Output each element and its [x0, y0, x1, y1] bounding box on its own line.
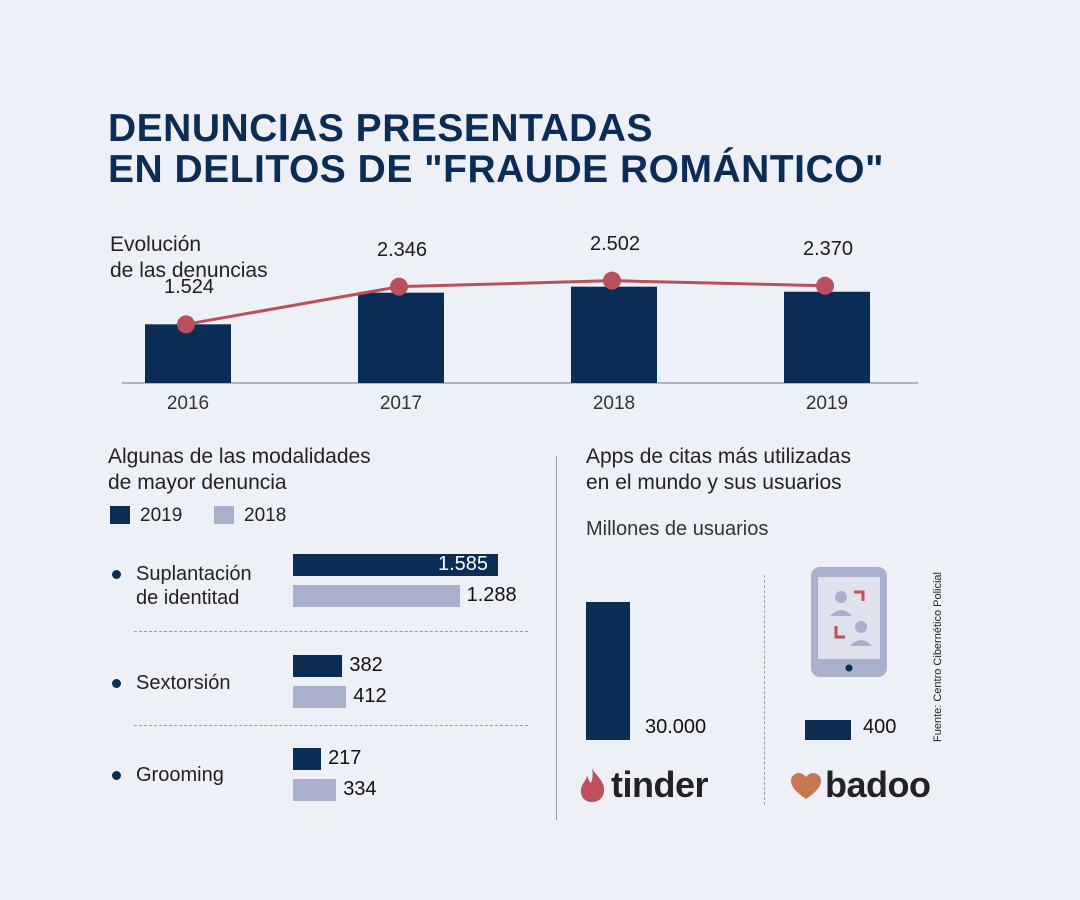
- evolution-label-line-1: Evolución: [110, 233, 202, 256]
- modalities-label-line-1: Algunas de las modalidades: [108, 445, 371, 468]
- evolution-bar-2017: [358, 292, 444, 383]
- bar-badoo: [805, 720, 851, 740]
- bullet-icon: [112, 679, 121, 688]
- modalities-label: Algunas de las modalidades de mayor denu…: [108, 444, 371, 496]
- apps-label-line-2: en el mundo y sus usuarios: [586, 471, 842, 494]
- source-note: Fuente: Centro Cibernético Policial: [932, 572, 944, 742]
- tinder-flame-icon: [580, 768, 605, 802]
- apps-label: Apps de citas más utilizadas en el mundo…: [586, 444, 851, 496]
- x-tick-2017: 2017: [379, 393, 423, 414]
- legend-swatch-2018: [214, 506, 234, 524]
- tablet-icon: [811, 567, 887, 677]
- bar-2019-suplantacion: [293, 554, 498, 576]
- badoo-heart-icon: [791, 773, 821, 799]
- value-2019-sextorsion: 382: [349, 654, 383, 676]
- value-2019-suplantacion: 1.585: [438, 553, 489, 575]
- bar-2018-suplantacion: [293, 585, 460, 607]
- bar-2019-sextorsion: [293, 655, 343, 677]
- legend-swatch-2019: [110, 506, 130, 524]
- evolution-label-line-2: de las denuncias: [110, 259, 268, 282]
- section-divider: [556, 456, 557, 820]
- evolution-point-2016: [177, 315, 195, 334]
- value-2018-grooming: 334: [343, 778, 377, 800]
- evolution-value-2019: 2.370: [803, 237, 854, 260]
- evolution-point-2019: [816, 276, 834, 295]
- modality-label-sextorsion: Sextorsión: [136, 671, 231, 695]
- apps-divider: [764, 575, 765, 805]
- separator: [134, 725, 528, 726]
- badoo-logo-text: badoo: [825, 764, 931, 805]
- evolution-chart: [122, 271, 918, 384]
- evolution-label: Evolución de las denuncias: [110, 232, 268, 284]
- evolution-value-2018: 2.502: [590, 232, 641, 255]
- bar-2018-sextorsion: [293, 686, 347, 708]
- modality-label-line-1: Suplantación: [136, 563, 252, 585]
- modality-label-line-2: de identitad: [136, 587, 240, 609]
- bullet-icon: [112, 570, 121, 579]
- value-2018-suplantacion: 1.288: [466, 584, 517, 606]
- legend-label-2019: 2019: [140, 505, 183, 526]
- value-badoo: 400: [863, 716, 897, 738]
- evolution-point-2017: [390, 277, 408, 296]
- evolution-bar-2019: [784, 291, 870, 383]
- bullet-icon: [112, 771, 121, 780]
- bar-2018-grooming: [293, 779, 337, 801]
- x-tick-2016: 2016: [166, 393, 210, 414]
- apps-unit-label: Millones de usuarios: [586, 518, 769, 540]
- evolution-point-2018: [603, 271, 621, 290]
- bar-tinder: [586, 602, 630, 740]
- evolution-bar-2018: [571, 286, 657, 383]
- evolution-bar-2016: [145, 324, 231, 383]
- evolution-value-2016: 1.524: [164, 276, 215, 299]
- title-line-1: DENUNCIAS PRESENTADAS: [108, 107, 653, 150]
- modality-label-grooming: Grooming: [136, 763, 224, 787]
- bar-2019-grooming: [293, 748, 322, 770]
- apps-label-line-1: Apps de citas más utilizadas: [586, 445, 851, 468]
- tinder-logo-text: tinder: [611, 764, 709, 805]
- x-tick-2019: 2019: [805, 393, 849, 414]
- modality-label-suplantacion: Suplantación de identitad: [136, 562, 252, 610]
- modality-label-line-1: Sextorsión: [136, 672, 231, 694]
- x-tick-2018: 2018: [592, 393, 636, 414]
- value-2019-grooming: 217: [328, 747, 362, 769]
- value-2018-sextorsion: 412: [353, 685, 387, 707]
- modalities-label-line-2: de mayor denuncia: [108, 471, 287, 494]
- separator: [134, 631, 528, 632]
- title-line-2: EN DELITOS DE "FRAUDE ROMÁNTICO": [108, 148, 884, 191]
- modality-label-line-1: Grooming: [136, 764, 224, 786]
- value-tinder: 30.000: [645, 716, 707, 738]
- evolution-line: [185, 279, 826, 326]
- legend-label-2018: 2018: [244, 505, 287, 526]
- page-title: DENUNCIAS PRESENTADAS EN DELITOS DE "FRA…: [108, 108, 884, 190]
- evolution-value-2017: 2.346: [377, 238, 428, 261]
